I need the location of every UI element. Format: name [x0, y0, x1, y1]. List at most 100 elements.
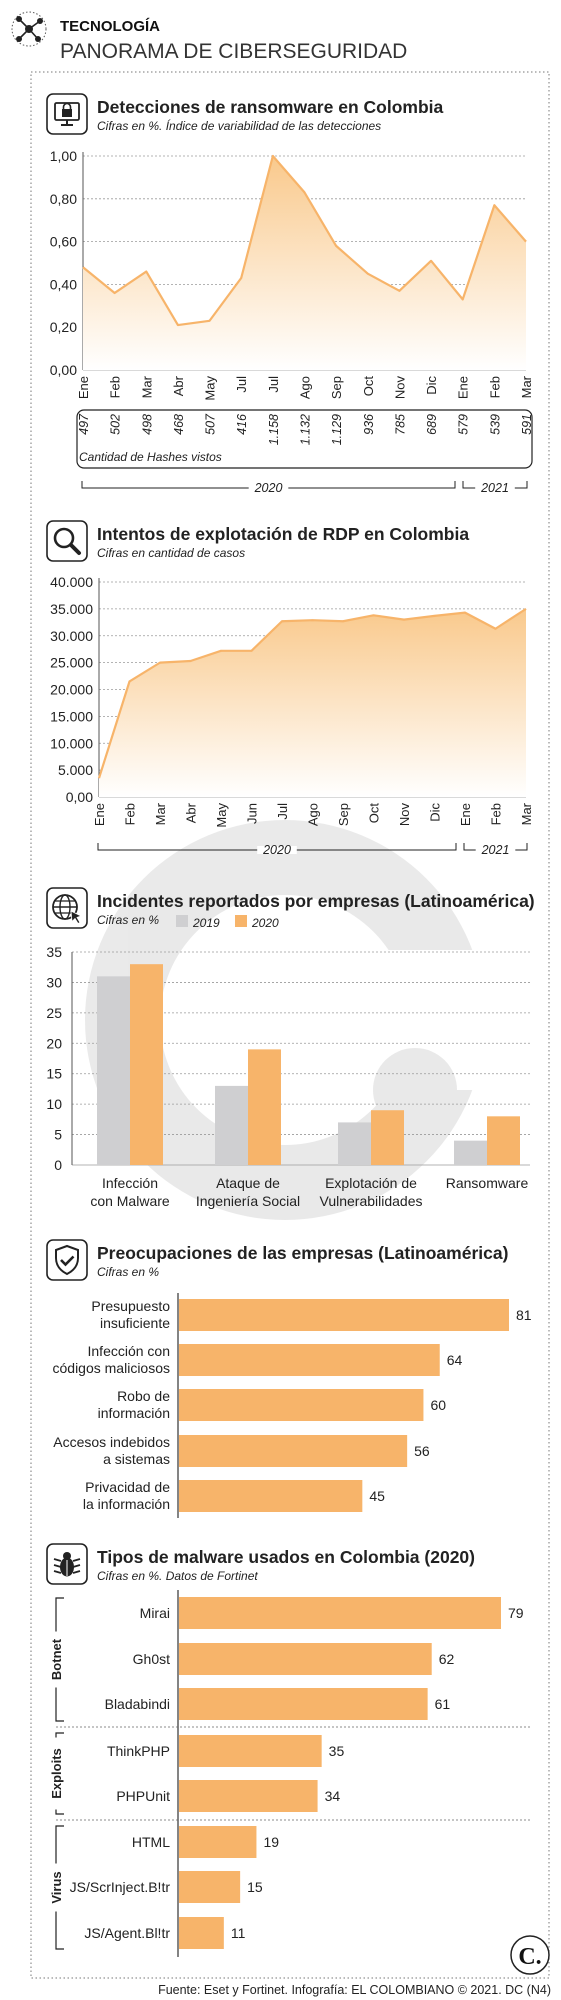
x-tick-label: Ago [306, 803, 321, 826]
malware-bar [179, 1917, 224, 1949]
malware-bar [179, 1780, 318, 1812]
bar-value: 35 [329, 1743, 345, 1759]
malware-label: JS/ScrInject.B!tr [70, 1879, 171, 1895]
x-tick-label: Abr [184, 802, 199, 823]
y-tick-label: 0,80 [50, 191, 77, 207]
x-tick-label: Feb [487, 376, 502, 398]
hash-count: 1.158 [267, 414, 281, 445]
bar-value: 81 [516, 1307, 532, 1323]
y-tick-label: 30 [46, 974, 62, 990]
bar-value: 34 [325, 1788, 341, 1804]
chart-subtitle: Cifras en %. Datos de Fortinet [97, 1569, 258, 1583]
data-point [524, 607, 527, 610]
x-tick-label: Jul [234, 376, 249, 393]
chart-subtitle: Cifras en cantidad de casos [97, 546, 245, 560]
data-point [372, 614, 375, 617]
bar-2020 [371, 1110, 404, 1165]
year-bracket: 2020 [97, 843, 457, 857]
x-tick-label: Jun [245, 803, 260, 824]
malware-bar [179, 1688, 428, 1720]
hash-count: 689 [425, 414, 439, 435]
data-point [341, 620, 344, 623]
category-label: Explotación de Vulnerabilidades [320, 1175, 423, 1209]
y-tick-label: 20.000 [50, 682, 93, 698]
hash-count: 507 [204, 413, 218, 435]
hash-count: 591 [520, 414, 534, 435]
year-bracket: 2021 [462, 481, 528, 495]
chart-title: Tipos de malware usados en Colombia (202… [97, 1547, 475, 1567]
group-label-bg [50, 1631, 62, 1688]
data-point [158, 661, 161, 664]
data-point [240, 276, 243, 279]
year-label: 2021 [481, 843, 510, 857]
content-layer: Detecciones de ransomware en ColombiaCif… [46, 93, 535, 1957]
concern-label: Robo de información [98, 1388, 171, 1421]
data-point [113, 291, 116, 294]
group-label-bg [50, 1863, 62, 1912]
data-point [271, 154, 274, 157]
data-point [494, 627, 497, 630]
hash-count: 579 [457, 414, 471, 435]
malware-label: ThinkPHP [107, 1743, 170, 1759]
chart-subtitle: Cifras en %. Índice de variabilidad de l… [97, 118, 381, 133]
y-tick-label: 0 [54, 1157, 62, 1173]
bar-value: 79 [508, 1605, 524, 1621]
data-point [402, 618, 405, 621]
malware-bar [179, 1735, 322, 1767]
category-label: Infección con Malware [90, 1175, 170, 1209]
data-point [303, 191, 306, 194]
y-tick-label: 15 [46, 1066, 62, 1082]
bar-value: 45 [369, 1488, 385, 1504]
malware-label: JS/Agent.Bl!tr [84, 1925, 170, 1941]
x-tick-label: Dic [428, 803, 443, 822]
x-tick-label: Mar [139, 375, 154, 398]
hash-count: 1.132 [299, 414, 313, 445]
hash-count: 936 [362, 414, 376, 435]
year-label: 2021 [480, 481, 509, 495]
bug-icon [46, 1543, 88, 1585]
area-fill [83, 156, 526, 370]
bar-2019 [454, 1140, 487, 1165]
concern-bar [179, 1480, 363, 1512]
y-tick-label: 0,00 [66, 789, 93, 805]
category-label: Ransomware [446, 1175, 529, 1191]
malware-bar [179, 1643, 432, 1675]
chart-title: Detecciones de ransomware en Colombia [97, 97, 443, 117]
y-tick-label: 35 [46, 944, 62, 960]
legend-label-2020: 2020 [251, 916, 279, 930]
group-label: Virus [49, 1871, 64, 1903]
y-tick-label: 15.000 [50, 708, 93, 724]
hash-count: 785 [393, 414, 407, 435]
y-tick-label: 10 [46, 1096, 62, 1112]
group-label-bg [50, 1737, 62, 1810]
data-point [398, 289, 401, 292]
hash-count: 502 [109, 414, 123, 435]
bar-2020 [248, 1049, 281, 1165]
x-tick-label: Oct [367, 803, 382, 824]
data-point [280, 620, 283, 623]
y-tick-label: 5.000 [58, 762, 93, 778]
y-tick-label: 10.000 [50, 735, 93, 751]
hashes-label: Cantidad de Hashes vistos [79, 450, 222, 464]
bar-value: 61 [435, 1696, 451, 1712]
concern-bar [179, 1299, 509, 1331]
data-point [311, 619, 314, 622]
data-point [81, 266, 84, 269]
data-point [176, 323, 179, 326]
page-title: PANORAMA DE CIBERSEGURIDAD [60, 40, 407, 63]
y-tick-label: 1,00 [50, 148, 77, 164]
year-bracket: 2021 [463, 843, 528, 857]
data-point [463, 611, 466, 614]
x-tick-label: Jul [275, 803, 290, 820]
legend-swatch-2019 [176, 915, 188, 927]
data-point [433, 614, 436, 617]
bar-2020 [487, 1116, 520, 1165]
malware-label: HTML [132, 1834, 170, 1850]
logo-badge: C. [510, 1935, 550, 1975]
source-footnote: Fuente: Eset y Fortinet. Infografía: EL … [158, 1983, 551, 1997]
y-tick-label: 25 [46, 1005, 62, 1021]
concern-label: Privacidad de la información [83, 1479, 170, 1512]
data-point [145, 270, 148, 273]
concern-bar [179, 1389, 424, 1421]
bar-value: 64 [447, 1352, 463, 1368]
